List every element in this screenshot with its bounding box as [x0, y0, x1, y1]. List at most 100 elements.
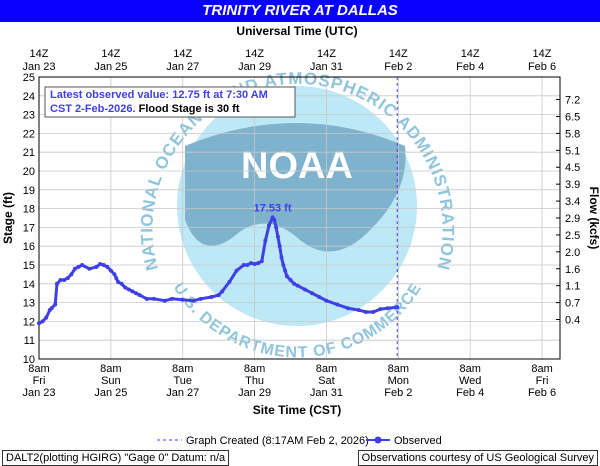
x-bottom-tick-label: Feb 4 [456, 387, 484, 399]
x-top-tick-label: 14Z [245, 48, 264, 60]
y-left-tick-label: 24 [23, 91, 35, 103]
x-top-tick-label: 14Z [101, 48, 120, 60]
observed-point [281, 263, 286, 267]
x-bottom-tick-label: Tue [173, 375, 192, 387]
x-top-tick-date: Jan 25 [94, 61, 127, 73]
observed-point [40, 319, 45, 324]
observed-point [209, 294, 214, 299]
observed-point [317, 294, 322, 299]
observed-point [288, 278, 293, 283]
y-right-tick-label: 4.5 [565, 162, 580, 174]
observed-point [101, 263, 106, 267]
x-top-tick-label: 14Z [30, 48, 49, 60]
observed-point [134, 291, 139, 296]
x-top-tick-label: 14Z [317, 48, 336, 60]
x-top-tick-label: 14Z [389, 48, 408, 60]
y-right-tick-label: 0.4 [565, 315, 580, 327]
observed-point [44, 315, 49, 320]
y-right-tick-label: 1.1 [565, 281, 580, 293]
observed-point [72, 266, 77, 271]
observed-point [241, 263, 246, 267]
x-top-tick-date: Feb 4 [456, 61, 484, 73]
x-bottom-tick-label: 8am [459, 363, 480, 375]
y-left-tick-label: 20 [23, 166, 35, 178]
observed-point [87, 266, 92, 271]
x-top-tick-date: Feb 6 [528, 61, 556, 73]
observed-point [252, 262, 257, 267]
footer-credit: Observations courtesy of US Geological S… [357, 450, 598, 466]
top-axis-label: Universal Time (UTC) [236, 24, 357, 38]
observed-point [114, 276, 119, 281]
x-bottom-tick-label: Feb 6 [528, 387, 556, 399]
observed-point [324, 298, 329, 303]
y-left-tick-label: 17 [23, 222, 35, 234]
y-right-tick-label: 2.5 [565, 230, 580, 242]
x-bottom-tick-label: Sat [318, 375, 335, 387]
y-left-tick-label: 19 [23, 185, 35, 197]
y-left-tick-label: 10 [23, 354, 35, 366]
y-right-tick-label: 0.7 [565, 298, 580, 310]
y-right-axis-label: Flow (kcfs) [587, 187, 600, 250]
observed-point [356, 308, 361, 313]
x-bottom-tick-label: Wed [459, 375, 481, 387]
y-left-tick-label: 23 [23, 110, 35, 122]
observed-point [105, 264, 110, 269]
y-right-tick-label: 3.9 [565, 179, 580, 191]
y-left-tick-label: 25 [23, 72, 35, 84]
x-top-tick-label: 14Z [533, 48, 552, 60]
observed-point [94, 264, 99, 269]
info-line-1: Latest observed value: 12.75 ft at 7:30 … [50, 89, 268, 101]
x-bottom-tick-label: Fri [536, 375, 549, 387]
x-bottom-tick-label: 8am [100, 363, 121, 375]
observed-point [277, 244, 282, 249]
observed-point [98, 262, 103, 267]
y-left-tick-label: 16 [23, 241, 35, 253]
observed-point [180, 297, 185, 302]
footer-datum: DALT2(plotting HGIRG) "Gage 0" Datum: n/… [2, 450, 230, 466]
observed-point [284, 274, 289, 279]
observed-point [292, 281, 297, 286]
observed-point [65, 276, 70, 281]
y-right-tick-label: 5.8 [565, 128, 580, 140]
observed-point [234, 268, 239, 273]
x-bottom-tick-label: 8am [316, 363, 337, 375]
x-bottom-tick-label: Feb 2 [384, 387, 412, 399]
observed-point [144, 296, 149, 301]
x-top-tick-date: Jan 31 [310, 61, 343, 73]
observed-point [126, 287, 131, 292]
x-bottom-tick-label: Jan 25 [94, 387, 127, 399]
y-right-tick-label: 3.4 [565, 196, 580, 208]
observed-point [272, 217, 277, 222]
info-line-2: CST 2-Feb-2026. Flood Stage is 30 ft [50, 103, 240, 115]
observed-point [108, 268, 113, 273]
x-bottom-tick-label: Jan 31 [310, 387, 343, 399]
observed-point [371, 310, 376, 314]
observed-series [37, 215, 400, 326]
x-bottom-tick-label: 8am [531, 363, 552, 375]
x-bottom-tick-label: Fri [33, 375, 46, 387]
y-left-tick-label: 13 [23, 298, 35, 310]
legend-created-label: Graph Created (8:17AM Feb 2, 2026) [186, 435, 369, 447]
observed-point [266, 223, 271, 228]
observed-point [295, 283, 300, 288]
observed-point [256, 261, 261, 266]
legend-observed-label: Observed [394, 435, 442, 447]
observed-point [385, 306, 390, 311]
x-top-tick-date: Jan 27 [166, 61, 199, 73]
observed-point [119, 281, 124, 286]
x-bottom-tick-label: Jan 23 [22, 387, 55, 399]
y-left-tick-label: 15 [23, 260, 35, 272]
x-bottom-tick-label: 8am [172, 363, 193, 375]
x-bottom-tick-label: Mon [388, 375, 409, 387]
observed-point [335, 302, 340, 307]
observed-point [112, 272, 117, 277]
logo-wordmark: NOAA [241, 145, 353, 187]
x-top-tick-date: Jan 23 [22, 61, 55, 73]
observed-point [58, 278, 63, 283]
observed-point [116, 279, 121, 284]
y-left-tick-label: 14 [23, 279, 35, 291]
observed-point [191, 298, 196, 303]
